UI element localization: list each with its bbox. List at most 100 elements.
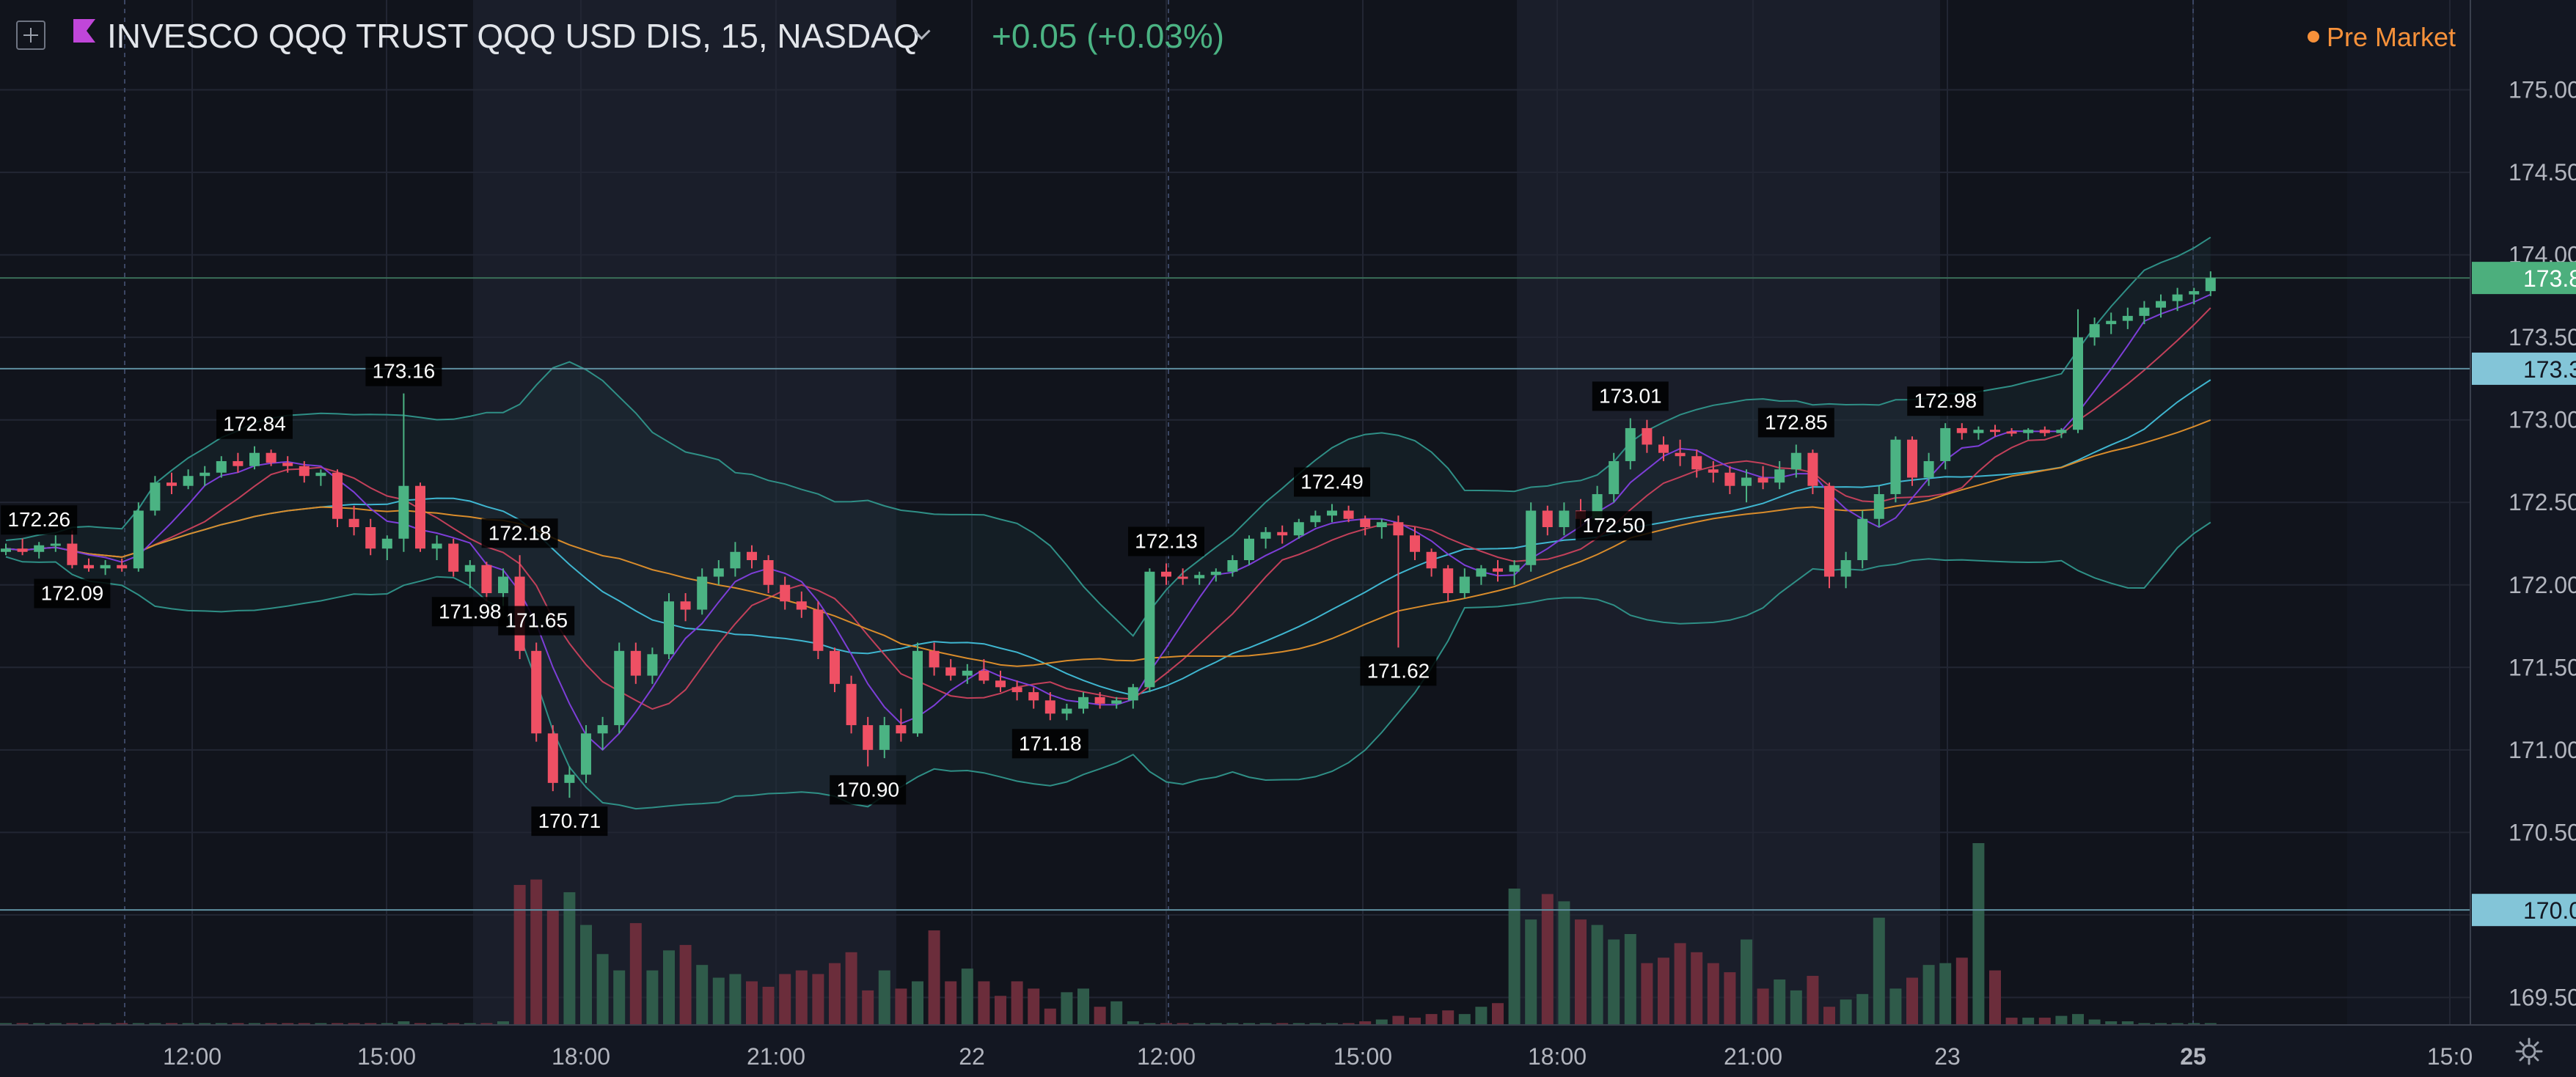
session-label: Pre Market <box>2326 22 2456 52</box>
price-annotation: 173.01 <box>1599 384 1662 407</box>
candle-body <box>1343 510 1354 519</box>
volume-bar <box>1160 1023 1172 1025</box>
time-tick-label: 18:00 <box>552 1043 610 1070</box>
volume-bar <box>166 1023 178 1025</box>
volume-bar <box>215 1023 227 1025</box>
volume-bar <box>546 910 559 1025</box>
price-change: +0.05 (+0.03%) <box>992 17 1225 55</box>
volume-bar <box>2204 1023 2217 1025</box>
price-annotation-box <box>1576 511 1653 541</box>
volume-bar <box>1707 963 1719 1025</box>
session-status: Pre Market <box>2307 22 2456 53</box>
volume-bar <box>1243 1023 1255 1025</box>
price-annotation: 172.98 <box>1914 389 1977 412</box>
volume-bar <box>149 1023 161 1025</box>
price-annotation-box <box>531 806 608 837</box>
volume-bar <box>2055 1015 2068 1025</box>
candle-body <box>1127 687 1138 701</box>
time-tick-label: 12:00 <box>163 1043 222 1070</box>
candle-body <box>614 650 625 726</box>
session-dot-icon <box>2307 31 2319 43</box>
volume-bar <box>779 974 791 1025</box>
settings-icon[interactable] <box>2514 1037 2544 1066</box>
volume-bar <box>1674 943 1686 1025</box>
price-annotation-box <box>1757 408 1834 438</box>
volume-bar <box>1425 1014 1438 1025</box>
volume-bar <box>912 981 923 1025</box>
ma-5-line <box>5 293 2211 751</box>
candle-body <box>365 526 376 549</box>
volume-bar <box>447 1023 460 1025</box>
time-tick-label: 21:00 <box>1724 1043 1782 1070</box>
candle-body <box>1724 472 1735 486</box>
price-label-box <box>2472 894 2576 927</box>
candle-body <box>1161 571 1171 577</box>
volume-bar <box>696 965 709 1025</box>
candle-body <box>1393 522 1404 536</box>
volume-bar <box>464 1023 476 1025</box>
candle-body <box>1526 510 1537 565</box>
volume-bar <box>332 1023 343 1025</box>
candle-body <box>830 650 840 684</box>
volume-bar <box>1972 843 1985 1025</box>
candle-body <box>2189 291 2200 295</box>
candle-body <box>150 482 161 511</box>
candle-body <box>995 680 1006 688</box>
flag-icon[interactable] <box>73 19 95 51</box>
volume-bar <box>762 986 775 1025</box>
volume-bar <box>1541 894 1554 1025</box>
time-tick-label: 15:00 <box>357 1043 416 1070</box>
volume-bar <box>265 1023 277 1025</box>
volume-bar <box>995 996 1006 1025</box>
add-symbol-icon[interactable] <box>16 21 45 50</box>
candle-body <box>547 733 558 783</box>
candle-body <box>912 650 923 734</box>
volume-bar <box>845 952 857 1025</box>
candle-body <box>978 670 989 681</box>
volume-bar <box>365 1023 377 1025</box>
volume-bar <box>1591 925 1603 1025</box>
price-annotation-box <box>216 409 293 439</box>
candle-body <box>1774 469 1785 483</box>
volume-bar <box>1741 939 1752 1025</box>
price-annotation-box <box>365 356 442 386</box>
candle-body <box>1940 427 1951 461</box>
candle-body <box>730 551 741 569</box>
candle-body <box>1028 692 1039 701</box>
volume-bar <box>795 970 808 1025</box>
volume-bar <box>315 1023 327 1025</box>
volume-bar <box>1906 977 1918 1025</box>
volume-bar <box>16 1023 29 1025</box>
candle-body <box>531 650 542 734</box>
volume-bar <box>2022 1018 2035 1025</box>
price-annotation-box <box>1011 729 1088 759</box>
volume-bar <box>1193 1023 1206 1025</box>
session-band <box>473 0 896 1025</box>
volume-bar <box>381 1023 393 1025</box>
candle-body <box>167 482 177 486</box>
volume-bar <box>646 970 659 1025</box>
volume-bar <box>978 981 990 1025</box>
candle-body <box>1840 560 1851 577</box>
price-annotation: 172.26 <box>7 508 70 531</box>
time-tick-label: 12:00 <box>1137 1043 1196 1070</box>
price-annotation: 171.98 <box>439 600 502 622</box>
price-annotation-box <box>498 606 575 636</box>
ma-20-line <box>5 379 2211 696</box>
candle-body <box>1293 522 1304 536</box>
volume-bar <box>232 1023 244 1025</box>
time-tick-label: 15:0 <box>2427 1043 2473 1070</box>
volume-bar <box>1525 919 1537 1025</box>
volume-bar <box>1840 999 1852 1025</box>
price-annotation: 172.85 <box>1765 411 1828 433</box>
volume-bar <box>2038 1018 2051 1025</box>
volume-bar <box>2072 1014 2084 1025</box>
volume-bar <box>679 944 692 1025</box>
volume-bar <box>1028 988 1040 1025</box>
candle-body <box>1542 510 1553 527</box>
time-tick-label: 25 <box>2180 1043 2206 1070</box>
symbol-title[interactable]: INVESCO QQQ TRUST QQQ USD DIS, 15, NASDA… <box>107 17 920 55</box>
price-label: 173.86 <box>2523 265 2576 292</box>
candle-body <box>1907 439 1917 478</box>
